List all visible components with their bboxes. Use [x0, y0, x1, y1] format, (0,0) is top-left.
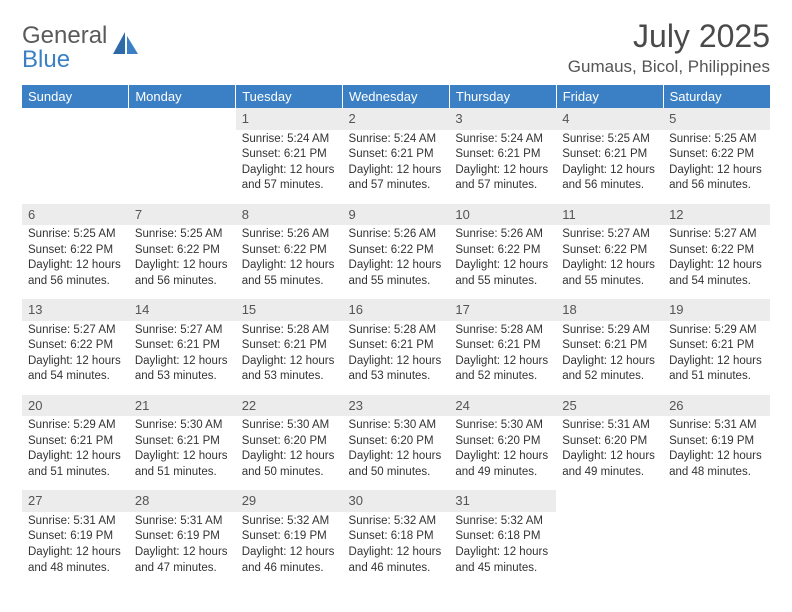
day-data: Sunrise: 5:27 AMSunset: 6:22 PMDaylight:…: [22, 321, 129, 389]
day-data: Sunrise: 5:32 AMSunset: 6:18 PMDaylight:…: [343, 512, 450, 580]
day-number: 24: [449, 395, 556, 417]
day-data: Sunrise: 5:29 AMSunset: 6:21 PMDaylight:…: [22, 416, 129, 484]
day-header: Tuesday: [236, 85, 343, 108]
day-number: 21: [129, 395, 236, 417]
day-data: Sunrise: 5:24 AMSunset: 6:21 PMDaylight:…: [449, 130, 556, 198]
location-text: Gumaus, Bicol, Philippines: [568, 57, 770, 77]
day-number: [129, 108, 236, 130]
day-data: Sunrise: 5:30 AMSunset: 6:20 PMDaylight:…: [449, 416, 556, 484]
day-header: Saturday: [663, 85, 770, 108]
brand-line1: General: [22, 24, 107, 48]
day-number: 23: [343, 395, 450, 417]
header: General Blue July 2025 Gumaus, Bicol, Ph…: [22, 18, 770, 77]
day-data: Sunrise: 5:24 AMSunset: 6:21 PMDaylight:…: [236, 130, 343, 198]
day-data: Sunrise: 5:30 AMSunset: 6:21 PMDaylight:…: [129, 416, 236, 484]
day-number: 12: [663, 204, 770, 226]
day-data: Sunrise: 5:30 AMSunset: 6:20 PMDaylight:…: [343, 416, 450, 484]
month-title: July 2025: [568, 18, 770, 55]
day-data: Sunrise: 5:26 AMSunset: 6:22 PMDaylight:…: [343, 225, 450, 293]
day-number: 6: [22, 204, 129, 226]
day-number: 27: [22, 490, 129, 512]
day-data: Sunrise: 5:26 AMSunset: 6:22 PMDaylight:…: [236, 225, 343, 293]
day-data: Sunrise: 5:27 AMSunset: 6:22 PMDaylight:…: [663, 225, 770, 293]
day-data: Sunrise: 5:25 AMSunset: 6:22 PMDaylight:…: [129, 225, 236, 293]
day-number: 13: [22, 299, 129, 321]
day-data: Sunrise: 5:25 AMSunset: 6:22 PMDaylight:…: [663, 130, 770, 198]
day-number: 1: [236, 108, 343, 130]
day-data: Sunrise: 5:29 AMSunset: 6:21 PMDaylight:…: [663, 321, 770, 389]
day-number: 20: [22, 395, 129, 417]
brand-line2: Blue: [22, 46, 70, 73]
day-data: Sunrise: 5:32 AMSunset: 6:18 PMDaylight:…: [449, 512, 556, 580]
day-data: Sunrise: 5:31 AMSunset: 6:20 PMDaylight:…: [556, 416, 663, 484]
day-data: Sunrise: 5:29 AMSunset: 6:21 PMDaylight:…: [556, 321, 663, 389]
day-number: 14: [129, 299, 236, 321]
day-data: Sunrise: 5:31 AMSunset: 6:19 PMDaylight:…: [129, 512, 236, 580]
day-number: 30: [343, 490, 450, 512]
day-header: Friday: [556, 85, 663, 108]
day-number: 17: [449, 299, 556, 321]
day-data: Sunrise: 5:25 AMSunset: 6:22 PMDaylight:…: [22, 225, 129, 293]
day-data: Sunrise: 5:26 AMSunset: 6:22 PMDaylight:…: [449, 225, 556, 293]
day-number: 22: [236, 395, 343, 417]
day-number: 4: [556, 108, 663, 130]
day-number: 31: [449, 490, 556, 512]
day-data: Sunrise: 5:28 AMSunset: 6:21 PMDaylight:…: [449, 321, 556, 389]
day-data: Sunrise: 5:31 AMSunset: 6:19 PMDaylight:…: [663, 416, 770, 484]
day-data: Sunrise: 5:28 AMSunset: 6:21 PMDaylight:…: [343, 321, 450, 389]
day-number: [22, 108, 129, 130]
day-number: 7: [129, 204, 236, 226]
day-number: 16: [343, 299, 450, 321]
day-number: [556, 490, 663, 512]
day-data: Sunrise: 5:28 AMSunset: 6:21 PMDaylight:…: [236, 321, 343, 389]
day-header: Thursday: [449, 85, 556, 108]
day-data: Sunrise: 5:27 AMSunset: 6:22 PMDaylight:…: [556, 225, 663, 293]
day-number: 9: [343, 204, 450, 226]
day-number: 10: [449, 204, 556, 226]
day-data: Sunrise: 5:30 AMSunset: 6:20 PMDaylight:…: [236, 416, 343, 484]
day-number: 3: [449, 108, 556, 130]
day-number: 29: [236, 490, 343, 512]
day-data: Sunrise: 5:27 AMSunset: 6:21 PMDaylight:…: [129, 321, 236, 389]
day-header: Monday: [129, 85, 236, 108]
day-number: 5: [663, 108, 770, 130]
day-header-row: SundayMondayTuesdayWednesdayThursdayFrid…: [22, 85, 770, 108]
day-number: 8: [236, 204, 343, 226]
day-data: Sunrise: 5:25 AMSunset: 6:21 PMDaylight:…: [556, 130, 663, 198]
sail-icon: [111, 30, 141, 61]
day-number: 28: [129, 490, 236, 512]
day-number: 11: [556, 204, 663, 226]
day-number: [663, 490, 770, 512]
day-data: Sunrise: 5:32 AMSunset: 6:19 PMDaylight:…: [236, 512, 343, 580]
day-number: 25: [556, 395, 663, 417]
day-header: Sunday: [22, 85, 129, 108]
day-data: Sunrise: 5:31 AMSunset: 6:19 PMDaylight:…: [22, 512, 129, 580]
day-data: Sunrise: 5:24 AMSunset: 6:21 PMDaylight:…: [343, 130, 450, 198]
brand-logo: General Blue: [22, 18, 141, 72]
day-header: Wednesday: [343, 85, 450, 108]
day-number: 15: [236, 299, 343, 321]
day-number: 26: [663, 395, 770, 417]
day-number: 2: [343, 108, 450, 130]
day-number: 18: [556, 299, 663, 321]
calendar-table: SundayMondayTuesdayWednesdayThursdayFrid…: [22, 85, 770, 586]
day-number: 19: [663, 299, 770, 321]
title-block: July 2025 Gumaus, Bicol, Philippines: [568, 18, 770, 77]
